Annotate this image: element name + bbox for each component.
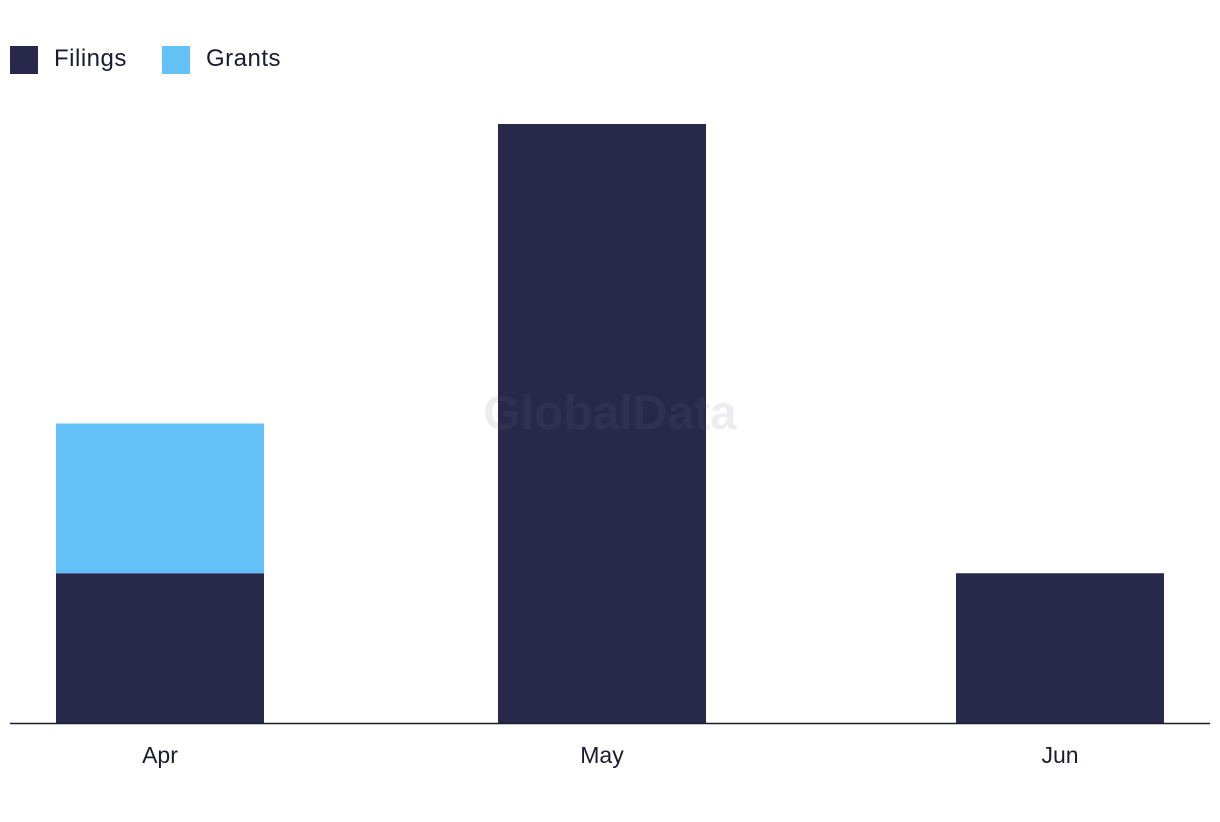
x-tick-label-may: May [580,742,624,768]
legend-item-filings[interactable]: Filings [10,45,127,74]
legend-item-grants[interactable]: Grants [162,45,281,74]
bar-filings-jun[interactable] [956,573,1164,723]
x-axis-ticks: Apr May Jun [142,742,1078,768]
legend-label-grants: Grants [206,45,281,72]
x-tick-label-jun: Jun [1041,742,1078,768]
bar-grants-apr[interactable] [56,423,264,574]
legend-label-filings: Filings [54,45,127,72]
legend-swatch-grants [162,46,190,74]
legend: Filings Grants [10,45,281,74]
bars-group [56,124,1164,723]
bar-filings-may[interactable] [498,124,706,723]
bar-filings-apr[interactable] [56,573,264,723]
watermark: GlobalData [483,387,737,440]
x-tick-label-apr: Apr [142,742,178,768]
legend-swatch-filings [10,46,38,74]
